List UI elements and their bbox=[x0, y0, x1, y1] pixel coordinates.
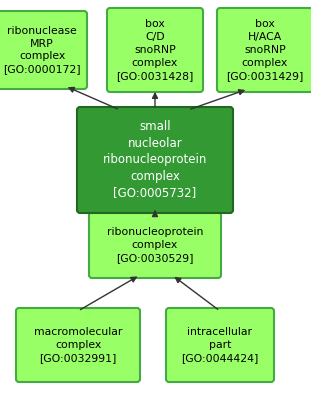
Text: box
H/ACA
snoRNP
complex
[GO:0031429]: box H/ACA snoRNP complex [GO:0031429] bbox=[226, 19, 304, 81]
Text: ribonucleoprotein
complex
[GO:0030529]: ribonucleoprotein complex [GO:0030529] bbox=[107, 227, 203, 263]
Text: macromolecular
complex
[GO:0032991]: macromolecular complex [GO:0032991] bbox=[34, 327, 122, 363]
FancyBboxPatch shape bbox=[166, 308, 274, 382]
FancyBboxPatch shape bbox=[77, 107, 233, 213]
Text: box
C/D
snoRNP
complex
[GO:0031428]: box C/D snoRNP complex [GO:0031428] bbox=[116, 19, 194, 81]
FancyBboxPatch shape bbox=[217, 8, 311, 92]
Text: ribonuclease
MRP
complex
[GO:0000172]: ribonuclease MRP complex [GO:0000172] bbox=[3, 26, 81, 74]
FancyBboxPatch shape bbox=[89, 212, 221, 278]
Text: intracellular
part
[GO:0044424]: intracellular part [GO:0044424] bbox=[181, 327, 259, 363]
FancyBboxPatch shape bbox=[107, 8, 203, 92]
FancyBboxPatch shape bbox=[0, 11, 87, 89]
Text: small
nucleolar
ribonucleoprotein
complex
[GO:0005732]: small nucleolar ribonucleoprotein comple… bbox=[103, 120, 207, 200]
FancyBboxPatch shape bbox=[16, 308, 140, 382]
